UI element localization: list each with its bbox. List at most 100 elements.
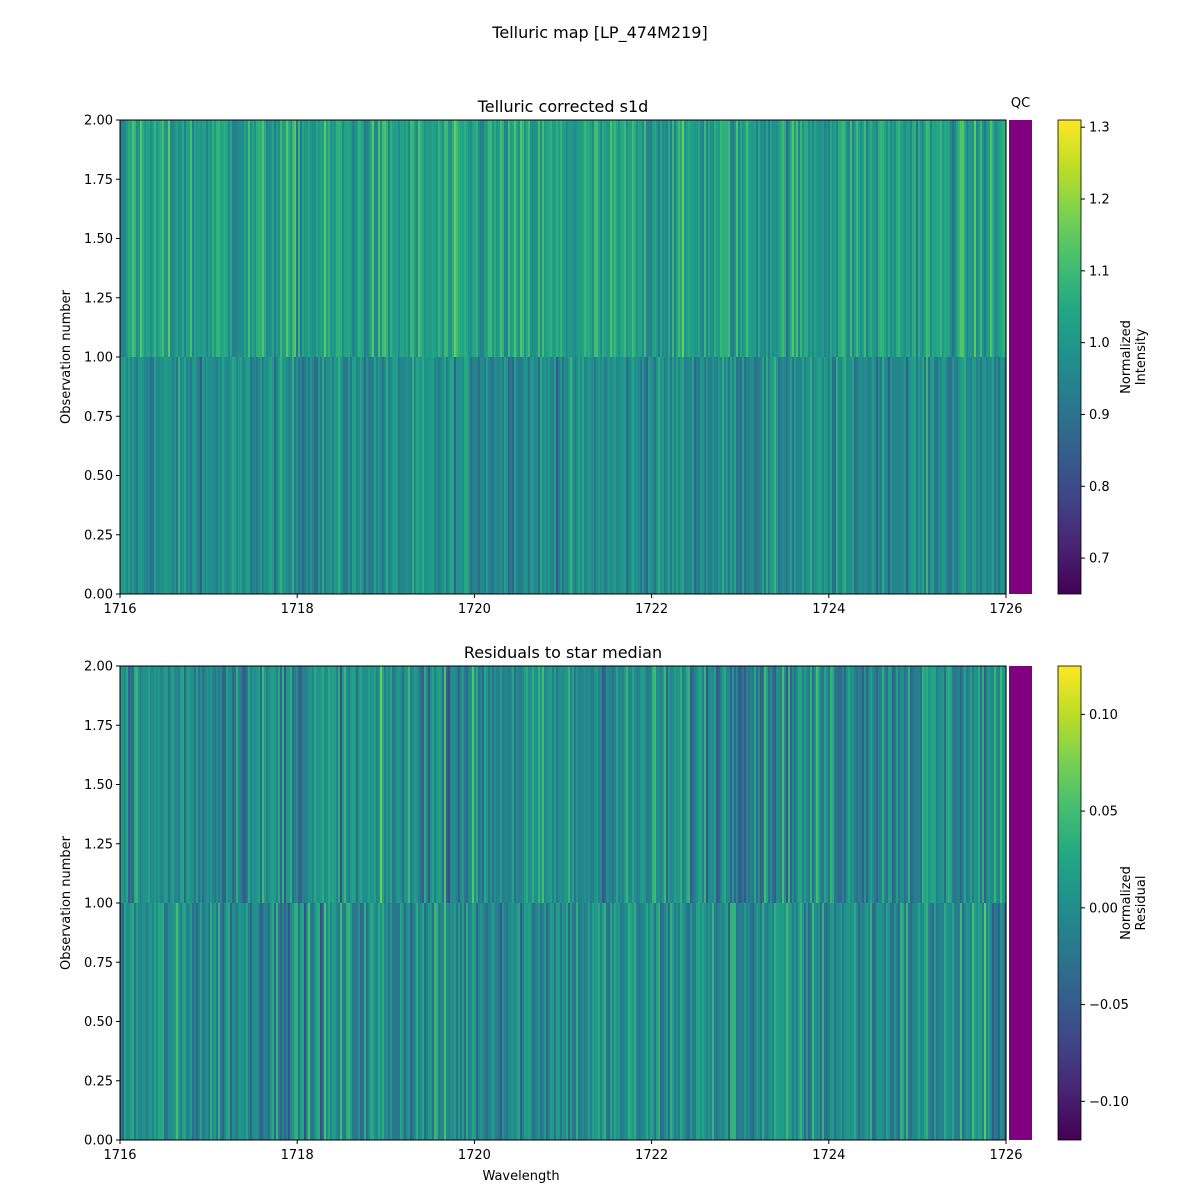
heatmap-cell [920, 903, 923, 1140]
heatmap-cell [564, 903, 567, 1140]
heatmap-cell [140, 357, 143, 594]
heatmap-cell [166, 666, 169, 903]
heatmap-cell [780, 357, 783, 594]
y-tick-label: 0.75 [84, 410, 113, 425]
heatmap-cell [510, 357, 513, 594]
heatmap-cell [552, 903, 555, 1140]
heatmap-cell [498, 120, 501, 357]
heatmap-cell [826, 120, 829, 357]
heatmap-cell [886, 903, 889, 1140]
heatmap-cell [530, 666, 533, 903]
heatmap-cell [806, 903, 809, 1140]
heatmap-cell [384, 666, 387, 903]
heatmap-cell [418, 120, 421, 357]
heatmap-cell [346, 903, 349, 1140]
heatmap-cell [344, 666, 347, 903]
heatmap-cell [828, 903, 831, 1140]
heatmap-cell [270, 666, 273, 903]
heatmap-cell [962, 120, 965, 357]
heatmap-cell [244, 903, 247, 1140]
heatmap-cell [592, 903, 595, 1140]
heatmap-cell [816, 357, 819, 594]
heatmap-cell [520, 357, 523, 594]
heatmap-cell [340, 666, 343, 903]
heatmap-cell [704, 357, 707, 594]
heatmap-cell [338, 357, 341, 594]
heatmap-cell [524, 903, 527, 1140]
heatmap-cell [970, 666, 973, 903]
heatmap-cell [172, 357, 175, 594]
heatmap-cell [172, 666, 175, 903]
heatmap-cell [436, 903, 439, 1140]
heatmap-cell [240, 357, 243, 594]
heatmap-cell [790, 357, 793, 594]
heatmap-cell [760, 357, 763, 594]
heatmap-cell [422, 120, 425, 357]
heatmap-cell [610, 120, 613, 357]
heatmap-cell [834, 903, 837, 1140]
heatmap-cell [718, 666, 721, 903]
heatmap-cell [712, 666, 715, 903]
heatmap-cell [376, 666, 379, 903]
heatmap-cell [240, 666, 243, 903]
heatmap-cell [276, 120, 279, 357]
heatmap-cell [216, 120, 219, 357]
heatmap-cell [516, 903, 519, 1140]
heatmap-cell [734, 357, 737, 594]
heatmap-cell [646, 357, 649, 594]
heatmap-cell [638, 357, 641, 594]
heatmap-cell [690, 357, 693, 594]
heatmap-cell [280, 120, 283, 357]
heatmap-cell [944, 666, 947, 903]
heatmap-cell [120, 120, 123, 357]
heatmap-cell [922, 903, 925, 1140]
heatmap-cell [764, 120, 767, 357]
heatmap-cell [178, 903, 181, 1140]
heatmap-cell [792, 357, 795, 594]
heatmap-cell [994, 357, 997, 594]
heatmap-cell [484, 357, 487, 594]
heatmap-cell [166, 357, 169, 594]
heatmap-cell [718, 903, 721, 1140]
heatmap-cell [174, 357, 177, 594]
heatmap-cell [306, 120, 309, 357]
heatmap-cell [676, 120, 679, 357]
heatmap-cell [566, 903, 569, 1140]
heatmap-cell [956, 120, 959, 357]
heatmap-cell [950, 120, 953, 357]
heatmap-cell [312, 120, 315, 357]
heatmap-cell [336, 120, 339, 357]
heatmap-cell [660, 357, 663, 594]
heatmap-cell [322, 120, 325, 357]
heatmap-cell [746, 120, 749, 357]
heatmap-cell [960, 357, 963, 594]
heatmap-cell [404, 120, 407, 357]
heatmap-cell [562, 120, 565, 357]
heatmap-cell [896, 120, 899, 357]
heatmap-cell [266, 357, 269, 594]
heatmap-cell [600, 120, 603, 357]
heatmap-cell [810, 120, 813, 357]
heatmap-cell [366, 666, 369, 903]
heatmap-cell [166, 120, 169, 357]
heatmap-cell [328, 120, 331, 357]
heatmap-cell [502, 903, 505, 1140]
heatmap-cell [168, 903, 171, 1140]
heatmap-cell [778, 120, 781, 357]
heatmap-cell [396, 666, 399, 903]
heatmap-cell [774, 357, 777, 594]
heatmap-cell [482, 120, 485, 357]
heatmap-cell [900, 357, 903, 594]
heatmap-cell [538, 666, 541, 903]
heatmap-cell [998, 666, 1001, 903]
heatmap-cell [446, 120, 449, 357]
heatmap-cell [290, 666, 293, 903]
heatmap-cell [818, 357, 821, 594]
heatmap-cell [564, 120, 567, 357]
heatmap-cell [494, 357, 497, 594]
heatmap-cell [332, 903, 335, 1140]
heatmap-cell [156, 666, 159, 903]
heatmap-cell [446, 666, 449, 903]
heatmap-cell [560, 666, 563, 903]
heatmap-cell [448, 666, 451, 903]
